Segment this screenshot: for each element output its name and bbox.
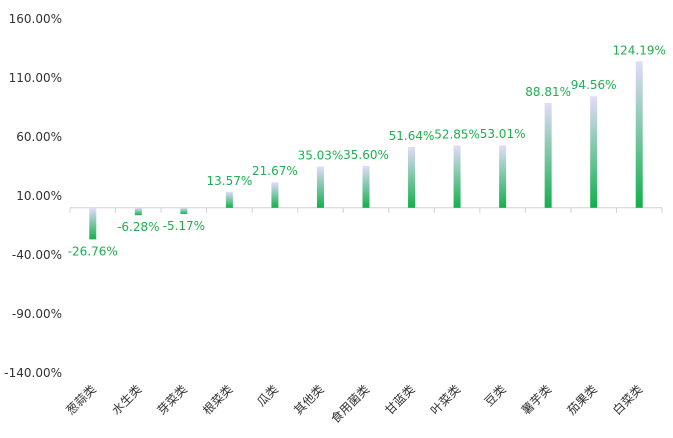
x-tick-label: 白菜类 [609,382,645,418]
x-axis: 葱蒜类 水生类 芽菜类 根菜类 瓜类 其他类 食用菌类 甘蓝类 叶菜类 豆类 薯芋类 茄果类 白菜类 [64,207,663,427]
y-tick-label: 110.00% [9,71,62,85]
bar [453,145,461,208]
y-tick-label: -90.00% [12,307,62,321]
data-label: 35.03% [298,148,344,162]
data-label: -5.17% [163,219,205,233]
x-tick-label: 豆类 [482,382,509,409]
y-tick-label: 10.00% [16,189,62,203]
bar [89,207,97,240]
y-tick-label: -140.00% [4,366,62,380]
bar [225,191,233,208]
data-label: 52.85% [434,127,480,141]
bar [316,166,324,208]
x-tick-label: 瓜类 [254,382,281,409]
bar [180,207,188,214]
data-label: 51.64% [389,129,435,143]
y-tick-label: 60.00% [16,130,62,144]
x-tick-label: 其他类 [291,382,326,417]
data-label: 35.60% [343,148,389,162]
data-label: -26.76% [68,244,118,258]
x-tick-label: 茄果类 [564,382,599,417]
y-tick-label: -40.00% [12,248,62,262]
bar [499,145,507,208]
data-label: -6.28% [117,220,159,234]
data-label: 88.81% [525,85,571,99]
bar [635,61,643,208]
data-label: 94.56% [571,78,617,92]
bar [408,146,416,208]
x-tick-label: 根菜类 [200,382,235,417]
data-label: 13.57% [207,174,253,188]
bar [362,165,370,208]
data-label: 53.01% [480,127,526,141]
y-tick-label: 160.00% [9,12,62,26]
x-tick-label: 薯芋类 [519,382,554,417]
data-label: 124.19% [613,43,666,57]
x-tick-label: 水生类 [109,382,144,417]
bar [544,103,552,208]
x-tick-label: 甘蓝类 [382,382,417,417]
x-tick-label: 食用菌类 [328,382,373,427]
bar [271,182,279,208]
y-axis: 160.00% 110.00% 60.00% 10.00% -40.00% -90.00%… [4,12,62,380]
x-tick-label: 叶菜类 [428,382,463,417]
x-tick-label: 芽菜类 [155,382,190,417]
bar-series [89,61,643,240]
bar [590,96,598,208]
data-label: 21.67% [252,164,298,178]
x-tick-label: 葱蒜类 [64,382,99,417]
bar [134,207,142,216]
data-labels: -26.76% -6.28% -5.17% 13.57%21.67%35.03% 35.… [68,43,666,258]
